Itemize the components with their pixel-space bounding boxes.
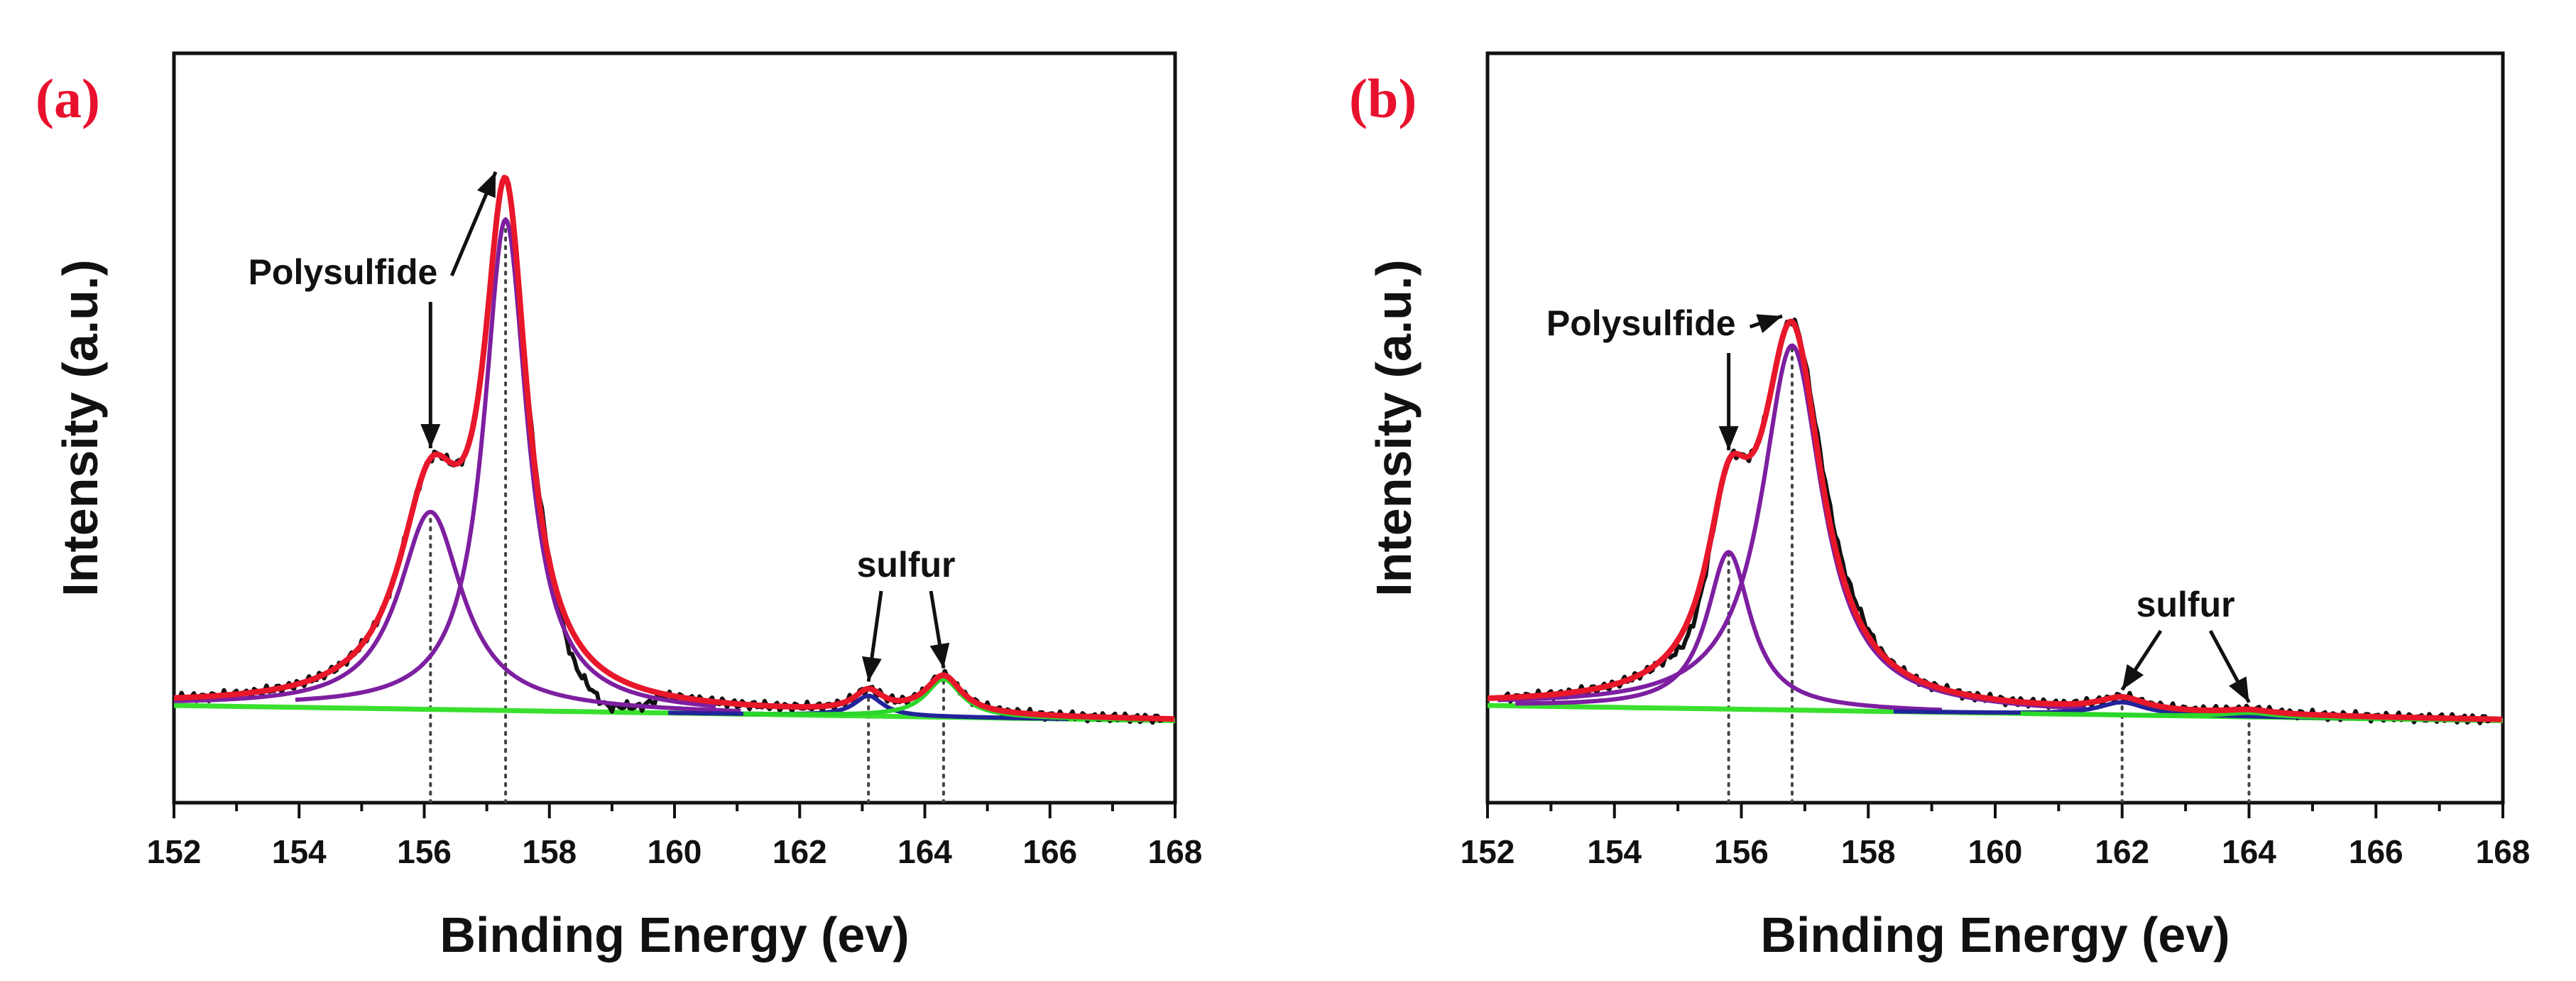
x-axis-title: Binding Energy (ev) xyxy=(440,907,909,963)
x-tick-label: 164 xyxy=(2222,833,2276,870)
plot-area xyxy=(1488,318,2503,803)
polysulfide-component-line xyxy=(174,509,741,713)
x-axis-title: Binding Energy (ev) xyxy=(1760,907,2230,963)
x-tick-label: 160 xyxy=(648,833,702,870)
sulfur-arrow-1-head xyxy=(2122,663,2144,690)
polysulfide-arrow-2-head xyxy=(1756,314,1782,333)
raw-data-line xyxy=(1498,318,2492,725)
panel-label: (b) xyxy=(1349,67,1417,129)
polysulfide-arrow-2-head xyxy=(476,171,496,198)
x-tick-label: 152 xyxy=(147,833,202,870)
sulfur-annotation: sulfur xyxy=(2136,585,2235,624)
sulfur-arrow-1-head xyxy=(862,656,882,682)
x-tick-label: 154 xyxy=(1587,833,1642,870)
fit-envelope-line xyxy=(174,175,1175,722)
x-tick-label: 156 xyxy=(397,833,452,870)
x-tick-label: 162 xyxy=(2095,833,2149,870)
x-tick-label: 160 xyxy=(1968,833,2023,870)
sulfur-arrow-2-head xyxy=(929,642,950,668)
x-tick-label: 158 xyxy=(1841,833,1896,870)
x-tick-label: 166 xyxy=(1022,833,1077,870)
panel-b: (b) 152 154 156 158 160 162 164 166 168 Binding En… xyxy=(1349,51,2531,963)
plot-area xyxy=(174,175,1175,803)
x-tick-label: 168 xyxy=(2476,833,2531,870)
polysulfide-component-line xyxy=(295,217,716,709)
plot-frame xyxy=(1485,51,2505,805)
polysulfide-arrow-1-head xyxy=(420,424,441,449)
polysulfide-component-line xyxy=(1515,550,1943,712)
x-tick-label: 154 xyxy=(272,833,327,870)
x-tick-label: 164 xyxy=(897,833,952,870)
polysulfide-annotation: Polysulfide xyxy=(249,252,438,292)
y-axis-title: Intensity (a.u.) xyxy=(1366,259,1421,596)
polysulfide-annotation: Polysulfide xyxy=(1546,303,1736,343)
sulfur-component-line xyxy=(667,693,1069,721)
panel-label: (a) xyxy=(36,67,100,129)
polysulfide-arrow-1-head xyxy=(1718,426,1739,450)
x-tick-label: 162 xyxy=(773,833,827,870)
x-tick-label: 166 xyxy=(2349,833,2403,870)
sulfur-annotation: sulfur xyxy=(857,545,956,585)
sulfur-arrow-2-head xyxy=(2229,676,2249,703)
y-axis-title: Intensity (a.u.) xyxy=(53,259,108,596)
panel-a: (a) 152 154 156 158 160 162 164 166 168 Binding En… xyxy=(36,51,1203,963)
x-tick-label: 152 xyxy=(1461,833,1515,870)
x-tick-label: 168 xyxy=(1148,833,1203,870)
plot-frame xyxy=(172,51,1177,805)
fit-envelope-line xyxy=(1488,318,2503,722)
x-tick-label: 158 xyxy=(522,833,577,870)
x-tick-label: 156 xyxy=(1714,833,1769,870)
